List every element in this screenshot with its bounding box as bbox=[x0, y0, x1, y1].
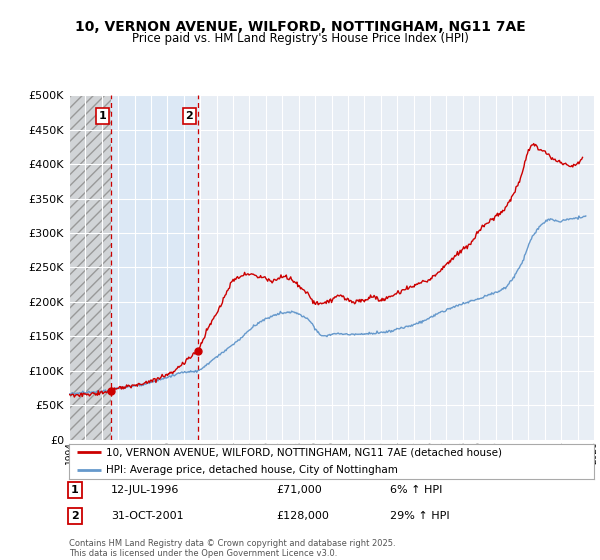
Text: 12-JUL-1996: 12-JUL-1996 bbox=[111, 485, 179, 495]
Text: Contains HM Land Registry data © Crown copyright and database right 2025.
This d: Contains HM Land Registry data © Crown c… bbox=[69, 539, 395, 558]
Text: 6% ↑ HPI: 6% ↑ HPI bbox=[390, 485, 442, 495]
Bar bbox=[69, 95, 110, 440]
Text: 10, VERNON AVENUE, WILFORD, NOTTINGHAM, NG11 7AE: 10, VERNON AVENUE, WILFORD, NOTTINGHAM, … bbox=[74, 20, 526, 34]
Text: 31-OCT-2001: 31-OCT-2001 bbox=[111, 511, 184, 521]
Text: 2: 2 bbox=[185, 111, 193, 121]
Text: 2: 2 bbox=[71, 511, 79, 521]
Text: Price paid vs. HM Land Registry's House Price Index (HPI): Price paid vs. HM Land Registry's House … bbox=[131, 32, 469, 45]
Text: HPI: Average price, detached house, City of Nottingham: HPI: Average price, detached house, City… bbox=[106, 465, 398, 475]
Text: £128,000: £128,000 bbox=[276, 511, 329, 521]
Bar bbox=[110, 95, 197, 440]
Text: 1: 1 bbox=[71, 485, 79, 495]
Text: 29% ↑ HPI: 29% ↑ HPI bbox=[390, 511, 449, 521]
Text: 1: 1 bbox=[98, 111, 106, 121]
Text: £71,000: £71,000 bbox=[276, 485, 322, 495]
Text: 10, VERNON AVENUE, WILFORD, NOTTINGHAM, NG11 7AE (detached house): 10, VERNON AVENUE, WILFORD, NOTTINGHAM, … bbox=[106, 447, 502, 458]
Bar bbox=[69, 95, 110, 440]
